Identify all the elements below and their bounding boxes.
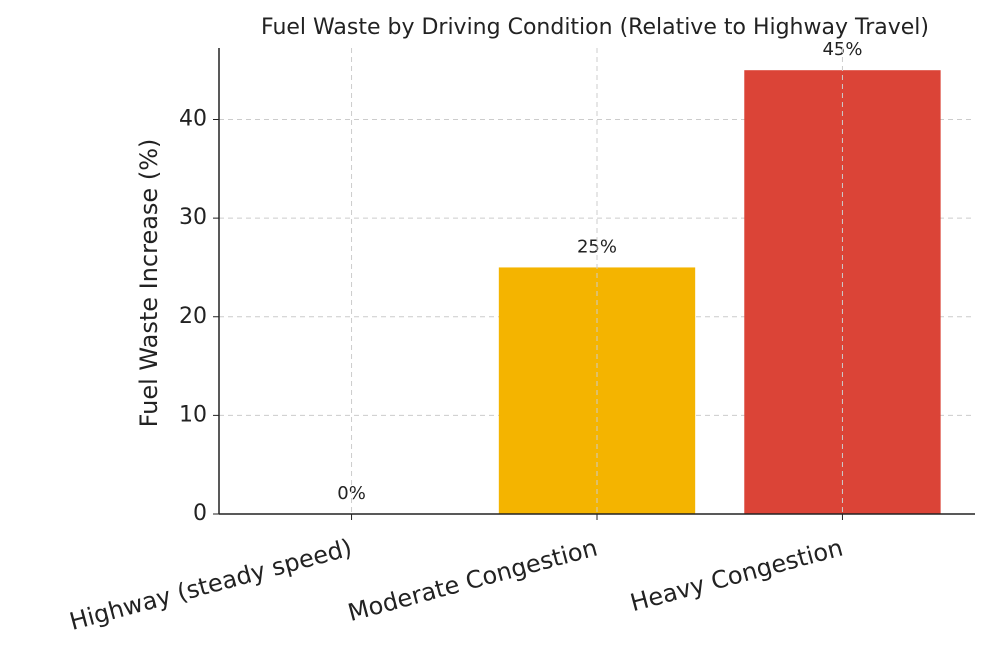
y-tick-label: 0: [193, 501, 207, 526]
y-tick-label: 10: [179, 402, 207, 427]
x-tick-label: Moderate Congestion: [345, 534, 600, 628]
y-tick-label: 20: [179, 304, 207, 329]
y-tick-label: 30: [179, 205, 207, 230]
chart-title: Fuel Waste by Driving Condition (Relativ…: [261, 15, 929, 40]
x-tick-label: Heavy Congestion: [627, 534, 845, 618]
y-tick-label: 40: [179, 107, 207, 132]
y-axis-label: Fuel Waste Increase (%): [135, 139, 163, 428]
x-tick-label: Highway (steady speed): [67, 534, 355, 636]
